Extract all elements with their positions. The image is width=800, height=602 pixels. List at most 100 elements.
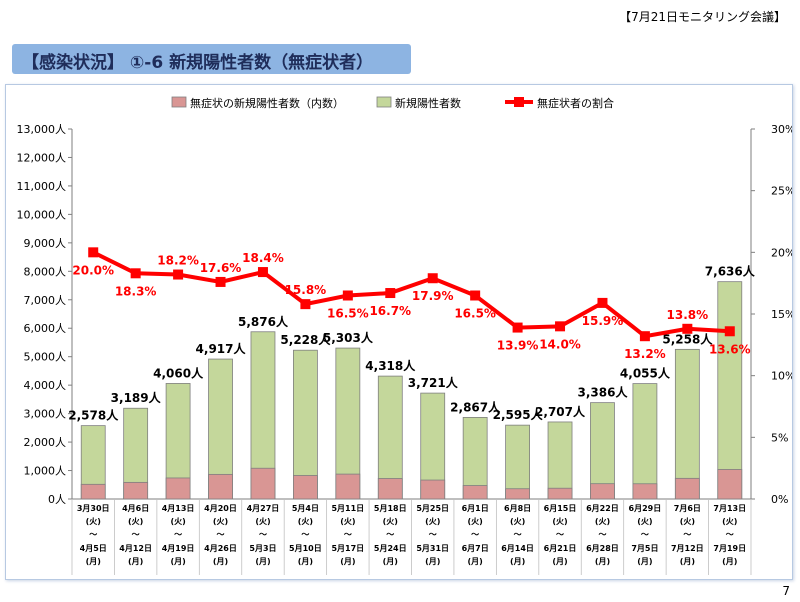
category-label: (月) xyxy=(255,557,270,566)
category-label: (月) xyxy=(86,557,101,566)
ratio-marker xyxy=(173,269,184,280)
category-label: 4月26日 xyxy=(204,544,237,553)
ratio-line xyxy=(92,250,730,339)
ratio-marker xyxy=(597,297,608,308)
category-label: (火) xyxy=(340,517,355,526)
ratio-marker xyxy=(130,268,141,279)
ratio-label: 16.5% xyxy=(454,307,496,321)
ratio-label: 16.5% xyxy=(327,307,369,321)
category-label: (火) xyxy=(595,517,610,526)
y-left-tick-label: 11,000人 xyxy=(17,180,67,193)
category-label: (月) xyxy=(468,557,483,566)
ratio-label: 18.4% xyxy=(242,251,284,265)
category-label: (火) xyxy=(213,517,228,526)
total-bar xyxy=(717,281,743,500)
ratio-label: 20.0% xyxy=(72,263,114,277)
category-label: ～ xyxy=(217,530,225,539)
total-bar-label: 7,636人 xyxy=(705,264,756,279)
category-label: 7月13日 xyxy=(713,504,746,513)
total-bar-label: 4,318人 xyxy=(365,358,416,373)
ratio-label: 15.8% xyxy=(285,283,327,297)
category-label: (火) xyxy=(680,517,695,526)
category-label: ～ xyxy=(259,530,267,539)
ratio-marker xyxy=(512,322,523,333)
category-label: 4月13日 xyxy=(162,504,195,513)
category-label: 5月24日 xyxy=(374,544,407,553)
category-label: (火) xyxy=(637,517,652,526)
category-label: (月) xyxy=(722,557,737,566)
ratio-marker xyxy=(215,276,226,287)
asymptomatic-bar xyxy=(377,478,403,500)
page-title: 【感染状況】 ①-6 新規陽性者数（無症状者） xyxy=(22,53,374,73)
y-right-tick-label: 5% xyxy=(771,431,788,444)
total-bar-label: 5,303人 xyxy=(323,330,374,345)
category-label: 6月15日 xyxy=(544,504,577,513)
category-label: 5月25日 xyxy=(416,504,449,513)
total-bar-label: 3,189人 xyxy=(111,390,162,405)
y-left-tick-label: 3,000人 xyxy=(24,408,67,421)
asymptomatic-bar xyxy=(547,487,573,500)
ratio-marker xyxy=(470,290,481,301)
category-label: (月) xyxy=(680,557,695,566)
asymptomatic-bar xyxy=(208,473,233,500)
chart-frame: 0人 1,000人 2,000人 3,000人 4,000人 5,000人 6,000人 7,… xyxy=(5,84,793,580)
category-label: 6月21日 xyxy=(544,544,577,553)
total-bar-label: 3,721人 xyxy=(408,375,459,390)
category-label: ～ xyxy=(683,530,691,539)
total-bar xyxy=(293,349,318,500)
category-label: 5月31日 xyxy=(416,544,449,553)
legend-ratio-label: 無症状者の割合 xyxy=(537,96,614,110)
category-label: (月) xyxy=(340,557,355,566)
ratio-marker xyxy=(257,267,268,278)
y-right-tick-label: 15% xyxy=(771,308,792,321)
ratio-marker xyxy=(385,288,396,299)
category-label: 6月28日 xyxy=(586,544,619,553)
category-label: (火) xyxy=(383,517,398,526)
legend-ratio-marker xyxy=(514,97,524,107)
category-label: (火) xyxy=(128,517,143,526)
category-label: ～ xyxy=(344,530,352,539)
y-right-tick-label: 20% xyxy=(771,246,792,259)
y-left-tick-label: 8,000人 xyxy=(24,265,67,278)
ratio-label: 14.0% xyxy=(539,337,581,351)
asymptomatic-bar xyxy=(165,477,191,500)
category-label: ～ xyxy=(556,530,564,539)
ratio-label: 13.8% xyxy=(667,308,709,322)
ratio-label: 16.7% xyxy=(369,304,411,318)
y-left-tick-label: 5,000人 xyxy=(24,351,67,364)
y-left-tick-label: 6,000人 xyxy=(24,322,67,335)
ratio-label: 13.6% xyxy=(709,342,751,356)
category-label: 6月7日 xyxy=(462,544,489,553)
y-right-tick-label: 30% xyxy=(771,123,792,136)
category-label: ～ xyxy=(471,530,479,539)
category-label: (月) xyxy=(298,557,313,566)
category-label: 4月20日 xyxy=(204,504,237,513)
category-label: ～ xyxy=(514,530,522,539)
category-label: 6月29日 xyxy=(629,504,662,513)
total-bar xyxy=(547,421,573,500)
category-label: (火) xyxy=(86,517,101,526)
y-right-tick-label: 10% xyxy=(771,370,792,383)
total-bar xyxy=(505,424,530,500)
total-bar xyxy=(632,383,658,500)
ratio-marker xyxy=(300,299,311,310)
category-label: 7月6日 xyxy=(674,504,701,513)
ratio-label: 18.2% xyxy=(157,254,199,268)
category-label: 6月1日 xyxy=(462,504,489,513)
category-label: 5月17日 xyxy=(331,544,364,553)
total-bar-label: 5,228人 xyxy=(280,332,331,347)
total-bar-label: 2,578人 xyxy=(68,408,119,423)
ratio-label: 18.3% xyxy=(115,284,157,298)
category-label: 5月18日 xyxy=(374,504,407,513)
y-left-tick-label: 9,000人 xyxy=(24,237,67,250)
meeting-tag: 【7月21日モニタリング会議】 xyxy=(619,10,786,24)
ratio-marker xyxy=(88,247,99,258)
total-bar xyxy=(674,348,700,500)
category-label: 6月8日 xyxy=(504,504,531,513)
category-label: (火) xyxy=(298,517,313,526)
category-label: 4月5日 xyxy=(80,544,107,553)
y-left-tick-label: 13,000人 xyxy=(17,123,67,136)
total-bar-label: 4,917人 xyxy=(196,341,247,356)
asymptomatic-bar xyxy=(632,483,658,500)
ratio-label: 17.6% xyxy=(200,261,242,275)
